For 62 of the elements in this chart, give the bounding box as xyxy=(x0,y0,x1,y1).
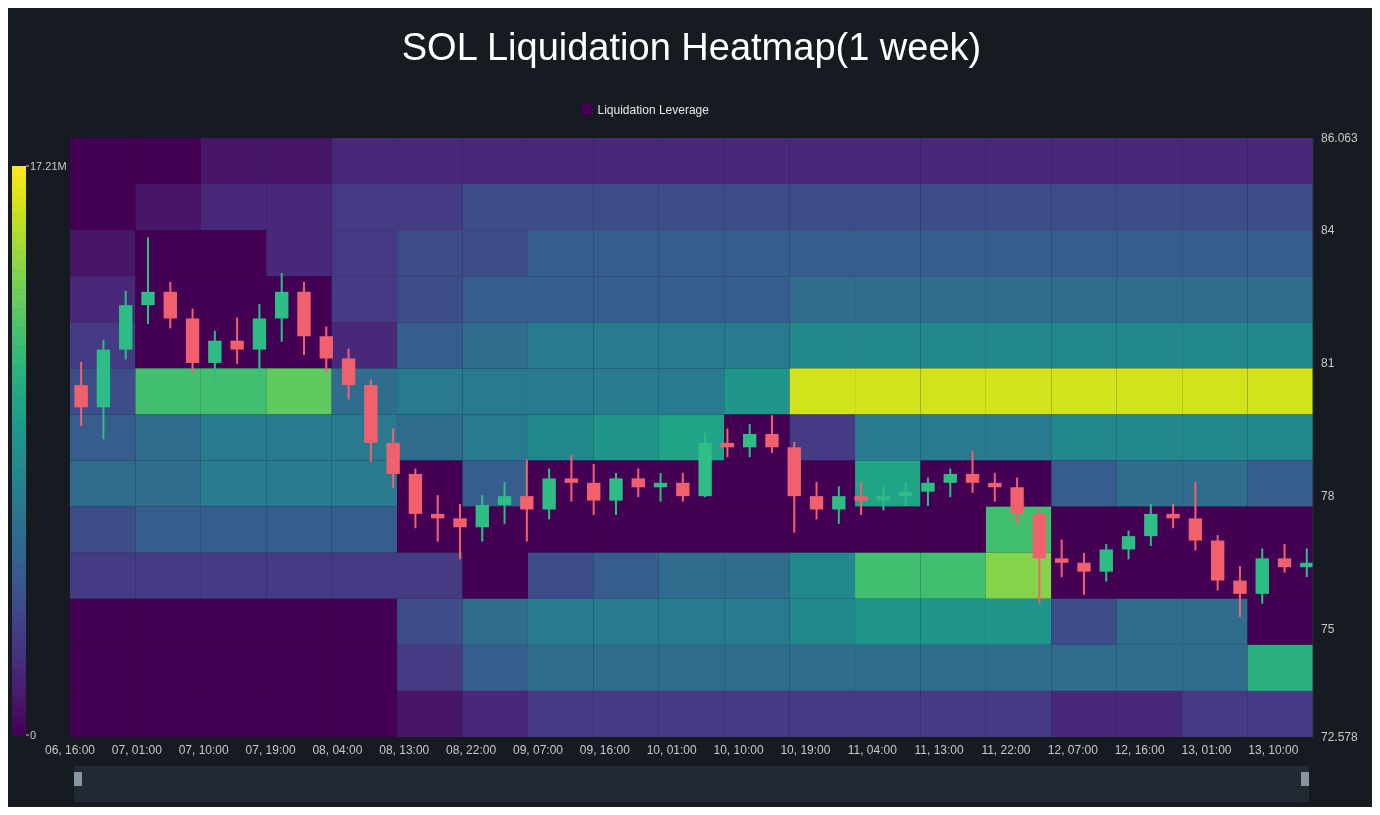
x-tick-label: 07, 10:00 xyxy=(178,743,230,757)
x-tick-label: 12, 16:00 xyxy=(1114,743,1166,757)
x-tick-label: 07, 01:00 xyxy=(111,743,163,757)
candlestick xyxy=(453,504,467,560)
x-tick-label: 11, 13:00 xyxy=(914,743,965,757)
candlestick xyxy=(1121,530,1136,560)
color-bar-label: 17.21M xyxy=(30,160,67,172)
x-tick-label: 10, 10:00 xyxy=(713,743,764,757)
x-tick-label: 13, 01:00 xyxy=(1181,743,1232,757)
x-tick-label: 11, 04:00 xyxy=(847,743,898,757)
candlestick xyxy=(497,481,512,524)
candlestick xyxy=(520,459,534,542)
y-tick-label: 86.063 xyxy=(1321,131,1359,145)
x-tick-label: 09, 16:00 xyxy=(579,743,631,757)
candlestick xyxy=(141,237,155,324)
candlestick xyxy=(319,326,333,373)
candlestick xyxy=(676,472,690,502)
y-tick-label: 72.578 xyxy=(1321,730,1359,744)
x-tick-label: 10, 01:00 xyxy=(646,743,698,757)
x-tick-label: 09, 07:00 xyxy=(512,743,564,757)
candlestick xyxy=(1166,504,1180,529)
y-tick-label: 75 xyxy=(1321,622,1335,637)
candlestick xyxy=(1099,544,1113,582)
candlestick xyxy=(876,486,891,511)
candlestick xyxy=(1233,566,1247,618)
candlestick xyxy=(609,472,623,515)
candlestick xyxy=(1144,504,1158,547)
chart-title: SOL Liquidation Heatmap(1 week) xyxy=(401,26,982,68)
candlestick xyxy=(965,450,980,493)
candlestick xyxy=(564,455,579,502)
candlestick xyxy=(475,495,489,542)
candlestick xyxy=(765,415,779,453)
candlestick xyxy=(921,477,935,507)
candlestick xyxy=(631,468,645,498)
candlestick xyxy=(1077,552,1091,595)
candlestick xyxy=(988,472,1002,502)
x-tick-label: 12, 07:00 xyxy=(1047,743,1099,757)
candlestick xyxy=(208,330,222,382)
y-tick-label: 81 xyxy=(1321,355,1335,370)
x-tick-label: 07, 19:00 xyxy=(245,743,296,757)
candlestick xyxy=(1277,544,1292,573)
y-tick-label: 84 xyxy=(1321,222,1335,237)
candlestick xyxy=(1188,481,1203,551)
x-tick-label: 10, 19:00 xyxy=(780,743,831,757)
x-tick-label: 08, 22:00 xyxy=(446,743,497,757)
color-bar-title: Liquidation Leverage xyxy=(597,103,710,117)
candlestick xyxy=(832,486,846,524)
candlestick xyxy=(1054,539,1069,578)
x-tick-label: 13, 10:00 xyxy=(1248,743,1299,757)
x-tick-label: 08, 13:00 xyxy=(379,743,430,757)
candlestick xyxy=(74,361,88,427)
candlestick xyxy=(854,481,868,515)
x-tick-label: 06, 16:00 xyxy=(44,743,96,757)
candlestick xyxy=(230,317,244,364)
color-bar-label: 0 xyxy=(30,729,37,741)
candlestick xyxy=(587,464,601,515)
candlestick xyxy=(809,481,824,520)
x-tick-label: 08, 04:00 xyxy=(312,743,363,757)
candlestick xyxy=(943,468,957,498)
x-tick-label: 11, 22:00 xyxy=(981,743,1031,757)
y-tick-label: 78 xyxy=(1321,489,1335,504)
candlestick xyxy=(743,424,757,458)
